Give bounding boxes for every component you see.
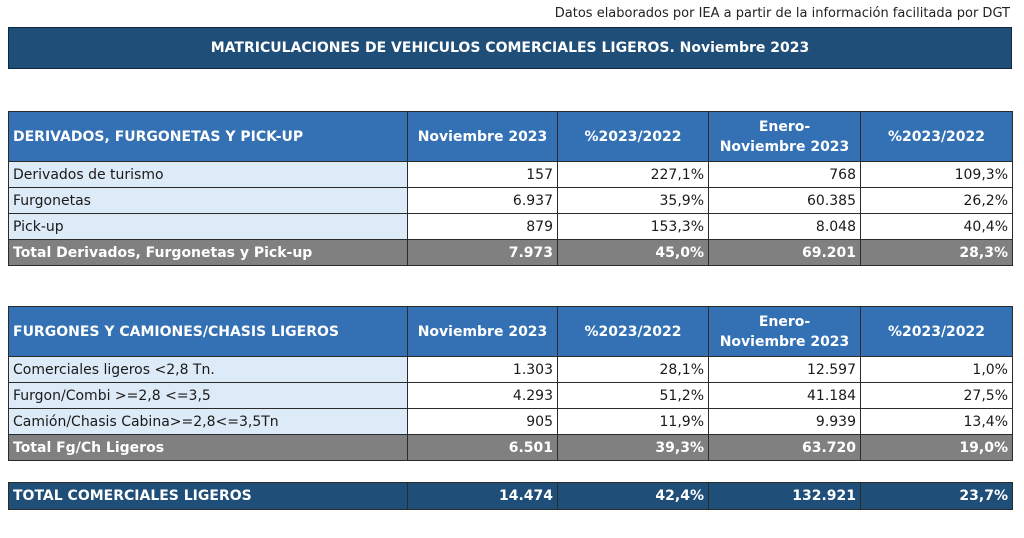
- cell-month: 157: [407, 161, 558, 188]
- column-header-category: FURGONES Y CAMIONES/CHASIS LIGEROS: [8, 306, 408, 357]
- total-pct-ytd: 19,0%: [860, 434, 1013, 461]
- cell-pct-month: 153,3%: [557, 213, 709, 240]
- table-row: Derivados de turismo 157 227,1% 768 109,…: [8, 161, 1013, 188]
- grand-total-pct-month: 42,4%: [557, 482, 709, 510]
- cell-pct-ytd: 1,0%: [860, 356, 1013, 383]
- table-row: Comerciales ligeros <2,8 Tn. 1.303 28,1%…: [8, 356, 1013, 383]
- table-furgones: FURGONES Y CAMIONES/CHASIS LIGEROS Novie…: [8, 306, 1013, 461]
- row-label: Furgonetas: [8, 187, 408, 214]
- cell-ytd: 9.939: [708, 408, 861, 435]
- cell-pct-month: 11,9%: [557, 408, 709, 435]
- table-row: Furgon/Combi >=2,8 <=3,5 4.293 51,2% 41.…: [8, 382, 1013, 409]
- column-header-category: DERIVADOS, FURGONETAS Y PICK-UP: [8, 111, 408, 162]
- column-header-ytd-line2: Noviembre 2023: [719, 333, 850, 350]
- column-header-ytd: Enero- Noviembre 2023: [708, 306, 861, 357]
- cell-pct-ytd: 109,3%: [860, 161, 1013, 188]
- total-row: Total Derivados, Furgonetas y Pick-up 7.…: [8, 239, 1013, 266]
- table-header-row: FURGONES Y CAMIONES/CHASIS LIGEROS Novie…: [8, 306, 1013, 357]
- cell-month: 879: [407, 213, 558, 240]
- cell-month: 4.293: [407, 382, 558, 409]
- cell-pct-ytd: 13,4%: [860, 408, 1013, 435]
- table-row: Furgonetas 6.937 35,9% 60.385 26,2%: [8, 187, 1013, 214]
- column-header-pct-ytd: %2023/2022: [860, 111, 1013, 162]
- total-pct-month: 45,0%: [557, 239, 709, 266]
- column-header-ytd-line2: Noviembre 2023: [719, 138, 850, 155]
- row-label: Comerciales ligeros <2,8 Tn.: [8, 356, 408, 383]
- total-label: Total Fg/Ch Ligeros: [8, 434, 408, 461]
- cell-pct-ytd: 26,2%: [860, 187, 1013, 214]
- total-row: Total Fg/Ch Ligeros 6.501 39,3% 63.720 1…: [8, 434, 1013, 461]
- grand-total-ytd: 132.921: [708, 482, 861, 510]
- cell-ytd: 41.184: [708, 382, 861, 409]
- grand-total-row: TOTAL COMERCIALES LIGEROS 14.474 42,4% 1…: [8, 482, 1013, 510]
- total-ytd: 63.720: [708, 434, 861, 461]
- total-month: 6.501: [407, 434, 558, 461]
- grand-total-month: 14.474: [407, 482, 558, 510]
- cell-pct-ytd: 27,5%: [860, 382, 1013, 409]
- total-label: Total Derivados, Furgonetas y Pick-up: [8, 239, 408, 266]
- column-header-month: Noviembre 2023: [407, 306, 558, 357]
- total-pct-ytd: 28,3%: [860, 239, 1013, 266]
- cell-pct-ytd: 40,4%: [860, 213, 1013, 240]
- cell-pct-month: 35,9%: [557, 187, 709, 214]
- cell-month: 905: [407, 408, 558, 435]
- total-month: 7.973: [407, 239, 558, 266]
- column-header-month: Noviembre 2023: [407, 111, 558, 162]
- column-header-pct-month: %2023/2022: [557, 306, 709, 357]
- column-header-pct-month: %2023/2022: [557, 111, 709, 162]
- page-title-text: MATRICULACIONES DE VEHICULOS COMERCIALES…: [210, 40, 810, 56]
- table-row: Pick-up 879 153,3% 8.048 40,4%: [8, 213, 1013, 240]
- cell-ytd: 8.048: [708, 213, 861, 240]
- total-pct-month: 39,3%: [557, 434, 709, 461]
- page-title: MATRICULACIONES DE VEHICULOS COMERCIALES…: [8, 27, 1012, 69]
- cell-pct-month: 227,1%: [557, 161, 709, 188]
- cell-month: 6.937: [407, 187, 558, 214]
- cell-ytd: 768: [708, 161, 861, 188]
- grand-total-pct-ytd: 23,7%: [860, 482, 1013, 510]
- table-header-row: DERIVADOS, FURGONETAS Y PICK-UP Noviembr…: [8, 111, 1013, 162]
- table-row: Camión/Chasis Cabina>=2,8<=3,5Tn 905 11,…: [8, 408, 1013, 435]
- row-label: Derivados de turismo: [8, 161, 408, 188]
- cell-pct-month: 28,1%: [557, 356, 709, 383]
- column-header-ytd: Enero- Noviembre 2023: [708, 111, 861, 162]
- column-header-pct-ytd: %2023/2022: [860, 306, 1013, 357]
- column-header-ytd-line1: Enero-: [758, 313, 811, 330]
- cell-ytd: 12.597: [708, 356, 861, 383]
- row-label: Camión/Chasis Cabina>=2,8<=3,5Tn: [8, 408, 408, 435]
- column-header-ytd-line1: Enero-: [758, 118, 811, 135]
- cell-ytd: 60.385: [708, 187, 861, 214]
- total-ytd: 69.201: [708, 239, 861, 266]
- grand-total-table: TOTAL COMERCIALES LIGEROS 14.474 42,4% 1…: [8, 482, 1013, 510]
- source-note: Datos elaborados por IEA a partir de la …: [554, 6, 1010, 21]
- row-label: Furgon/Combi >=2,8 <=3,5: [8, 382, 408, 409]
- cell-pct-month: 51,2%: [557, 382, 709, 409]
- table-derivados: DERIVADOS, FURGONETAS Y PICK-UP Noviembr…: [8, 111, 1013, 266]
- cell-month: 1.303: [407, 356, 558, 383]
- row-label: Pick-up: [8, 213, 408, 240]
- grand-total-label: TOTAL COMERCIALES LIGEROS: [8, 482, 408, 510]
